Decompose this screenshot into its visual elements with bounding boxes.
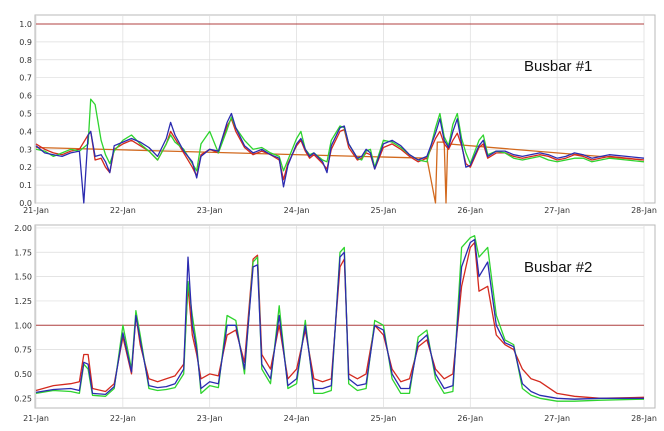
y-tick-label: 0.7 [19, 74, 32, 83]
x-tick-label: 22-Jan [110, 206, 136, 215]
x-tick-label: 21-Jan [23, 414, 49, 423]
y-axis-tick-labels: 0.25 0.50 0.75 1.00 1.25 1.50 1.75 2.00 [14, 224, 32, 403]
plot-frame [35, 15, 655, 203]
y-tick-label: 1.00 [14, 321, 32, 330]
x-axis-tick-labels: 21-Jan 22-Jan 23-Jan 24-Jan 25-Jan 26-Jan 27-J… [23, 206, 657, 215]
x-axis-tick-labels: 21-Jan 22-Jan 23-Jan 24-Jan 25-Jan 26-Jan 27-J… [23, 414, 657, 423]
y-tick-label: 0.4 [19, 127, 32, 136]
x-tick-label: 24-Jan [284, 206, 310, 215]
x-tick-label: 22-Jan [110, 414, 136, 423]
y-tick-label: 0.3 [19, 145, 32, 154]
x-tick-label: 28-Jan [631, 206, 657, 215]
y-tick-label: 1.75 [14, 248, 32, 257]
x-tick-label: 26-Jan [457, 206, 483, 215]
y-tick-label: 1.25 [14, 297, 32, 306]
x-tick-label: 25-Jan [371, 206, 397, 215]
busbar-2-panel: 0.250.500.751.001.251.501.752.00 21-Jan 2… [14, 224, 657, 423]
busbar-1-panel: 0.00.10.20.30.40.50.60.70.80.91.0 21-Jan… [19, 15, 657, 215]
busbar-1-label: Busbar #1 [524, 58, 592, 75]
y-tick-label: 0.25 [14, 394, 32, 403]
y-tick-label: 0.5 [19, 109, 32, 118]
y-tick-label: 0.75 [14, 346, 32, 355]
x-tick-label: 23-Jan [197, 414, 223, 423]
y-tick-label: 2.00 [14, 224, 32, 233]
x-tick-label: 27-Jan [544, 414, 570, 423]
y-tick-label: 1.50 [14, 273, 32, 282]
y-tick-label: 0.1 [19, 181, 32, 190]
x-tick-label: 25-Jan [371, 414, 397, 423]
x-tick-label: 23-Jan [197, 206, 223, 215]
x-tick-label: 26-Jan [457, 414, 483, 423]
y-tick-label: 0.6 [19, 92, 32, 101]
x-tick-label: 24-Jan [284, 414, 310, 423]
y-tick-label: 1.0 [19, 20, 32, 29]
busbar-2-label: Busbar #2 [524, 259, 592, 276]
x-tick-label: 21-Jan [23, 206, 49, 215]
y-tick-label: 0.9 [19, 38, 32, 47]
x-tick-label: 27-Jan [544, 206, 570, 215]
y-tick-label: 0.2 [19, 163, 32, 172]
x-tick-label: 28-Jan [631, 414, 657, 423]
y-tick-label: 0.50 [14, 370, 32, 379]
y-tick-label: 0.8 [19, 56, 32, 65]
y-axis-tick-labels: 0.00.10.20.30.40.50.60.70.80.91.0 [19, 20, 32, 208]
